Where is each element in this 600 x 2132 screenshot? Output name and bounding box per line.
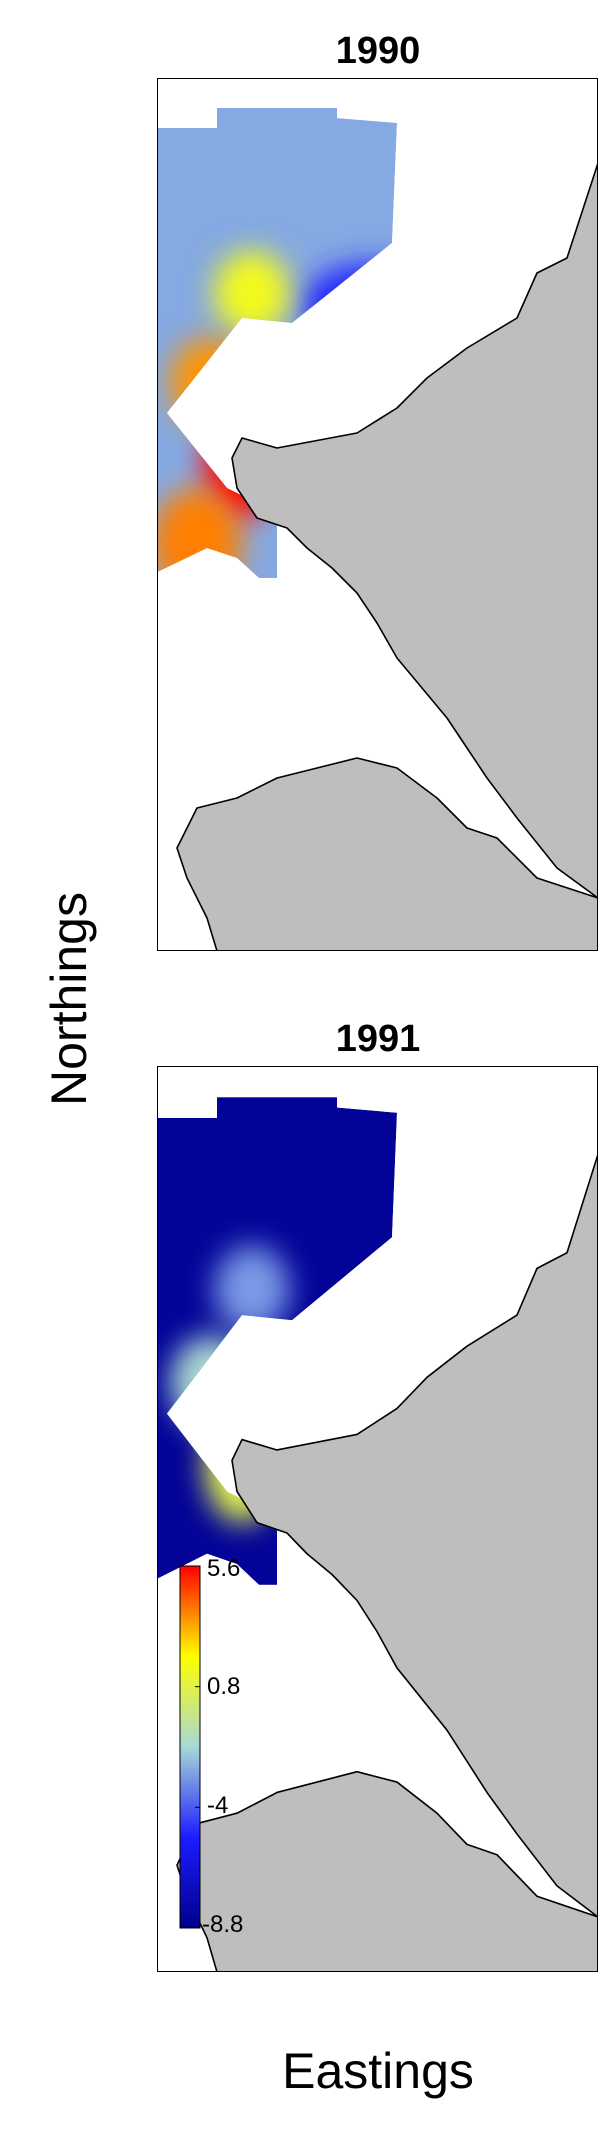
plot-frame-1990 [157, 78, 598, 951]
land-fill [177, 163, 598, 951]
colorbar-tick-mid-low: -4 [207, 1792, 229, 1819]
land-fill [177, 1154, 598, 1972]
colorbar-tick-mid-high: 0.8 [207, 1673, 241, 1700]
plot-frame-1991 [157, 1066, 598, 1972]
colorbar-tick-max: 5.6 [207, 1555, 241, 1582]
y-axis-label: Northings [41, 892, 97, 1106]
heatmap-background [157, 1097, 397, 1637]
x-axis-label: Eastings [282, 2043, 474, 2099]
panel-title-1990: 1990 [335, 30, 421, 72]
heatmap-1991 [157, 1097, 598, 1972]
colorbar [179, 1565, 201, 1929]
heatmap-hotspot-upper-middle [214, 1245, 290, 1333]
colorbar-tick-min: -8.8 [202, 1911, 244, 1938]
heatmap-background [157, 108, 397, 628]
coastline [176, 162, 598, 951]
heatmap-hotspot-upper-middle [214, 251, 290, 335]
panel-title-1991: 1991 [335, 1018, 421, 1060]
heatmap-1990 [157, 108, 598, 951]
colorbar-gradient [179, 1565, 201, 1929]
land-mass [176, 162, 598, 951]
